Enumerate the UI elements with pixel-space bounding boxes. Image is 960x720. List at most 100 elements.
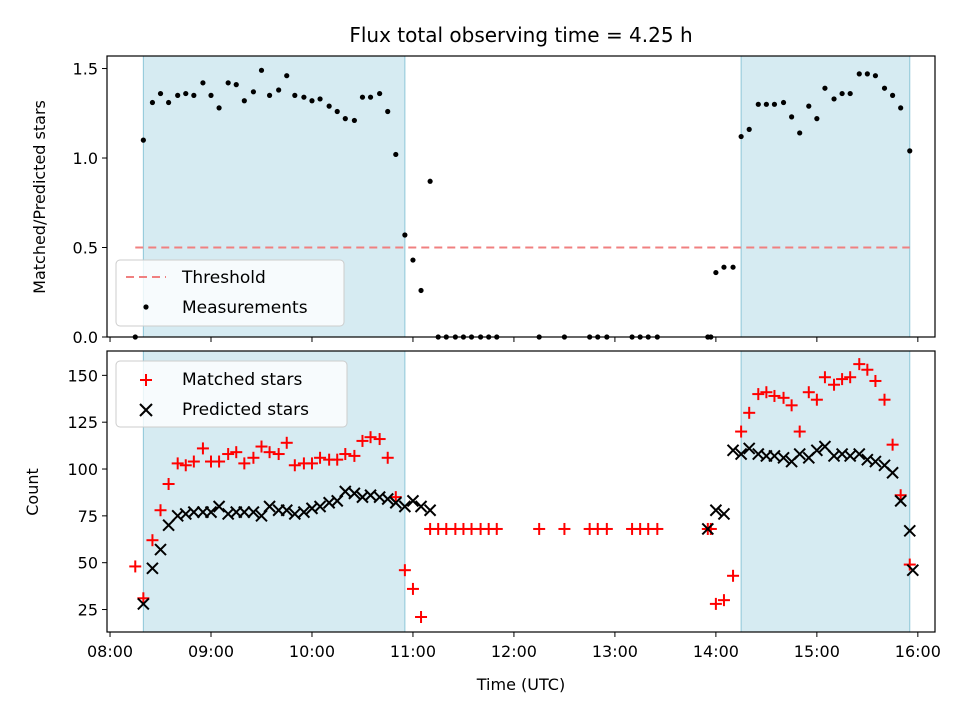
measurement-point [292, 92, 298, 98]
predicted-star-point [777, 451, 790, 464]
top-legend: Threshold Measurements [115, 259, 345, 327]
predicted-star-point [717, 507, 731, 521]
matched-star-point [802, 386, 815, 399]
predicted-star-point [894, 494, 907, 508]
measurement-point [183, 90, 189, 97]
legend-matched-label: Matched stars [182, 370, 302, 390]
matched-star-point [836, 373, 849, 386]
legend-measurements-label: Measurements [182, 298, 308, 318]
measurement-point [225, 80, 231, 86]
bottom-x-ticks: 08:00 09:00 10:00 11:00 12:00 13:00 14:00 15:00… [87, 632, 941, 661]
predicted-star-point [398, 500, 412, 513]
x-tick-label: 13:00 [592, 642, 638, 661]
y-tick-label: 0.5 [73, 239, 98, 258]
measurement-point [839, 90, 845, 97]
matched-star-point [600, 522, 613, 535]
matched-star-point [129, 560, 142, 573]
measurement-point [789, 114, 795, 120]
matched-star-point [364, 431, 377, 444]
matched-star-point [752, 388, 765, 401]
predicted-star-point [348, 487, 361, 500]
y-tick-label: 75 [78, 507, 98, 526]
matched-star-point [154, 504, 167, 517]
predicted-star-point [869, 455, 882, 468]
predicted-star-point [187, 505, 201, 519]
matched-star-point [727, 569, 740, 582]
predicted-star-point [414, 500, 428, 513]
matched-star-point [162, 478, 175, 491]
matched-star-point [861, 363, 874, 376]
predicted-star-point [154, 543, 167, 556]
measurement-point [847, 90, 853, 97]
legend-measurements-swatch [143, 304, 149, 310]
measurement-point [806, 103, 812, 109]
predicted-star-point [162, 519, 175, 532]
predicted-star-point [280, 504, 293, 517]
measurement-point [763, 101, 769, 107]
measurement-point [738, 133, 744, 140]
x-tick-label: 11:00 [390, 642, 436, 661]
matched-star-points [129, 358, 916, 624]
matched-star-point [415, 611, 428, 624]
predicted-star-point [146, 562, 159, 575]
predicted-star-point [818, 440, 832, 453]
y-tick-label: 0.0 [73, 328, 98, 347]
matched-star-point [179, 459, 192, 472]
predicted-star-point [238, 505, 251, 519]
measurement-point [418, 287, 424, 294]
measurement-point [175, 92, 181, 98]
top-axes-frame [106, 55, 936, 338]
measurement-point [402, 232, 408, 238]
x-tick-label: 15:00 [794, 642, 840, 661]
measurement-point [250, 89, 257, 95]
measurement-point [377, 90, 383, 97]
matched-star-point [793, 425, 806, 438]
bottom-panel: 25 50 75 100 125 150 08:00 09:00 10:00 11:00 12:0… [23, 350, 941, 694]
measurement-point [317, 96, 323, 102]
predicted-star-point [247, 505, 260, 519]
measurement-point [367, 94, 374, 100]
measurement-point [889, 92, 896, 98]
x-tick-label: 10:00 [289, 642, 335, 661]
measurement-point [393, 151, 399, 158]
measurement-point [814, 116, 820, 122]
top-x-ticks [109, 337, 919, 342]
measurement-point [342, 116, 348, 122]
measurement-point [881, 85, 888, 91]
measurement-point [410, 257, 416, 263]
matched-star-point [356, 434, 369, 447]
matched-star-point [280, 436, 293, 449]
matched-star-point [398, 564, 411, 577]
y-tick-label: 1.0 [73, 149, 98, 168]
matched-star-point [651, 522, 664, 535]
matched-star-point [768, 389, 781, 402]
predicted-star-point [726, 444, 740, 457]
predicted-star-point [709, 504, 723, 517]
matched-star-point [305, 457, 318, 470]
measurement-point [771, 101, 778, 107]
measurement-point [780, 99, 787, 106]
predicted-star-point [793, 447, 806, 461]
matched-star-point [381, 451, 394, 464]
shaded-interval [740, 55, 911, 338]
bottom-y-ticks: 25 50 75 100 125 150 [67, 366, 107, 620]
predicted-star-point [381, 492, 394, 506]
predicted-star-point [212, 500, 226, 513]
matched-star-point [389, 491, 402, 504]
matched-star-point [247, 451, 260, 464]
y-tick-label: 150 [67, 366, 98, 385]
bottom-legend: Matched stars Predicted stars [115, 360, 348, 428]
predicted-star-point [297, 505, 311, 519]
matched-star-point [373, 433, 386, 446]
matched-star-point [878, 393, 891, 406]
bottom-y-axis-label: Count [23, 468, 42, 516]
x-tick-label: 08:00 [87, 642, 133, 661]
matched-star-point [222, 448, 235, 461]
measurement-point [191, 92, 197, 98]
measurement-point [284, 73, 290, 79]
predicted-star-point [204, 505, 218, 519]
matched-star-point [137, 592, 150, 605]
measurement-point [755, 101, 761, 107]
matched-star-point [844, 371, 857, 384]
